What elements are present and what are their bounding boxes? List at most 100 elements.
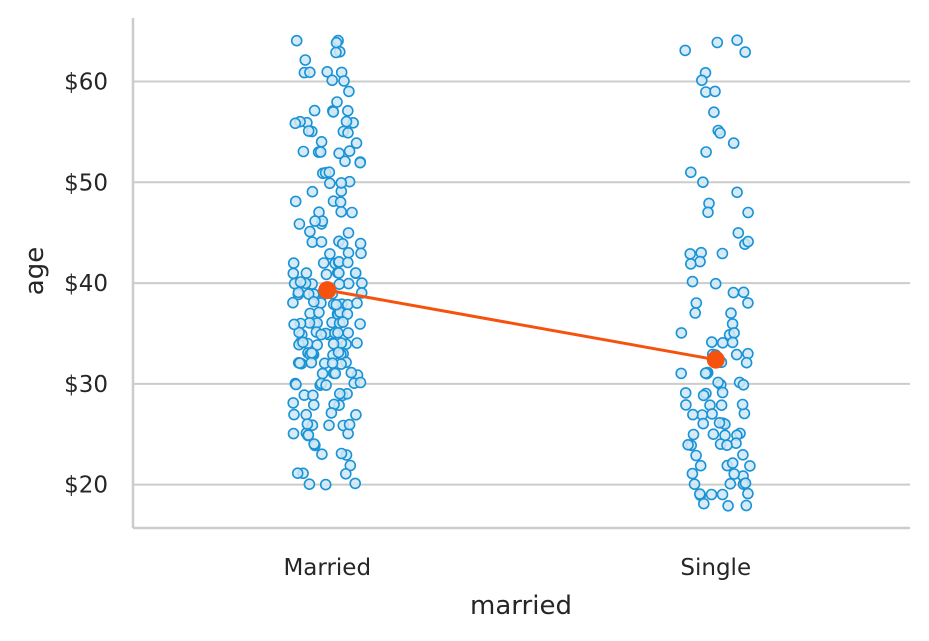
data-point [333, 267, 345, 279]
data-point [727, 286, 740, 299]
data-point [299, 54, 312, 66]
data-point [355, 247, 367, 260]
data-point [356, 277, 368, 289]
data-point [713, 416, 726, 429]
data-point [351, 297, 363, 309]
data-point [323, 419, 335, 432]
data-point [727, 137, 740, 149]
data-point [739, 46, 752, 58]
data-point [714, 127, 726, 139]
y-tick-label: $20 [64, 473, 108, 499]
data-point [682, 438, 694, 451]
data-point [287, 427, 300, 440]
data-point [302, 125, 315, 137]
data-point [287, 397, 300, 409]
data-point [715, 399, 728, 412]
data-point [319, 478, 332, 491]
data-point [697, 389, 710, 402]
data-point [320, 268, 333, 281]
data-point [343, 85, 355, 98]
data-point [709, 277, 722, 290]
data-point [305, 347, 318, 359]
x-axis-label: married [470, 591, 572, 621]
x-tick-label: Single [680, 555, 751, 581]
data-point [325, 407, 338, 419]
x-tick-label: Married [283, 555, 371, 581]
data-point [684, 248, 697, 260]
data-point [675, 327, 688, 339]
data-point [350, 137, 363, 149]
data-point [329, 367, 342, 380]
data-point [716, 247, 729, 260]
data-point [300, 267, 313, 279]
data-point [323, 166, 336, 178]
data-point [327, 337, 340, 350]
data-point [343, 145, 356, 157]
data-point [308, 104, 321, 117]
data-point [684, 258, 697, 270]
data-point [728, 468, 741, 480]
data-point [342, 227, 355, 239]
data-point [694, 255, 706, 268]
data-point [731, 186, 743, 199]
data-point [307, 399, 320, 411]
data-point [315, 136, 328, 148]
data-point [694, 459, 707, 472]
data-point [705, 336, 718, 348]
data-point [320, 379, 332, 391]
data-point [732, 227, 745, 239]
data-point [341, 256, 354, 269]
mean-line [326, 288, 717, 362]
data-point [287, 296, 299, 309]
data-point [706, 408, 718, 420]
data-point [742, 487, 754, 500]
data-point [354, 156, 367, 169]
data-point [740, 499, 753, 512]
data-point [315, 328, 328, 341]
data-point [293, 218, 306, 230]
data-point [354, 237, 367, 250]
y-tick-label: $50 [64, 170, 108, 196]
data-point [297, 145, 310, 158]
data-point [323, 177, 336, 190]
data-point [349, 267, 362, 279]
y-axis-label: age [20, 247, 50, 295]
data-point [724, 477, 737, 490]
data-point [687, 408, 699, 421]
data-point [342, 247, 355, 259]
data-point [326, 357, 339, 370]
data-point [302, 429, 315, 441]
data-point [306, 185, 319, 198]
data-point [709, 85, 721, 98]
data-point [342, 277, 355, 290]
data-point [699, 367, 712, 380]
data-point [307, 389, 319, 402]
data-point [697, 497, 710, 510]
data-point [339, 467, 352, 480]
data-point [331, 96, 343, 108]
data-point [675, 367, 688, 380]
data-point [311, 339, 324, 351]
data-point [287, 257, 300, 269]
data-point [731, 34, 743, 47]
data-point [340, 115, 353, 128]
data-point [342, 127, 354, 139]
data-point [333, 147, 345, 160]
data-point [716, 386, 729, 399]
data-point [330, 46, 342, 59]
data-point [690, 297, 703, 309]
data-point [291, 467, 304, 480]
data-point [737, 378, 750, 391]
data-point [354, 376, 367, 389]
data-points [287, 34, 756, 512]
data-point [289, 195, 302, 208]
data-point [338, 75, 350, 87]
data-point [336, 238, 349, 250]
data-point [708, 106, 720, 118]
data-point [341, 105, 354, 117]
data-point [730, 348, 743, 361]
data-point [736, 398, 749, 411]
data-point [702, 206, 714, 219]
data-point [317, 257, 330, 269]
